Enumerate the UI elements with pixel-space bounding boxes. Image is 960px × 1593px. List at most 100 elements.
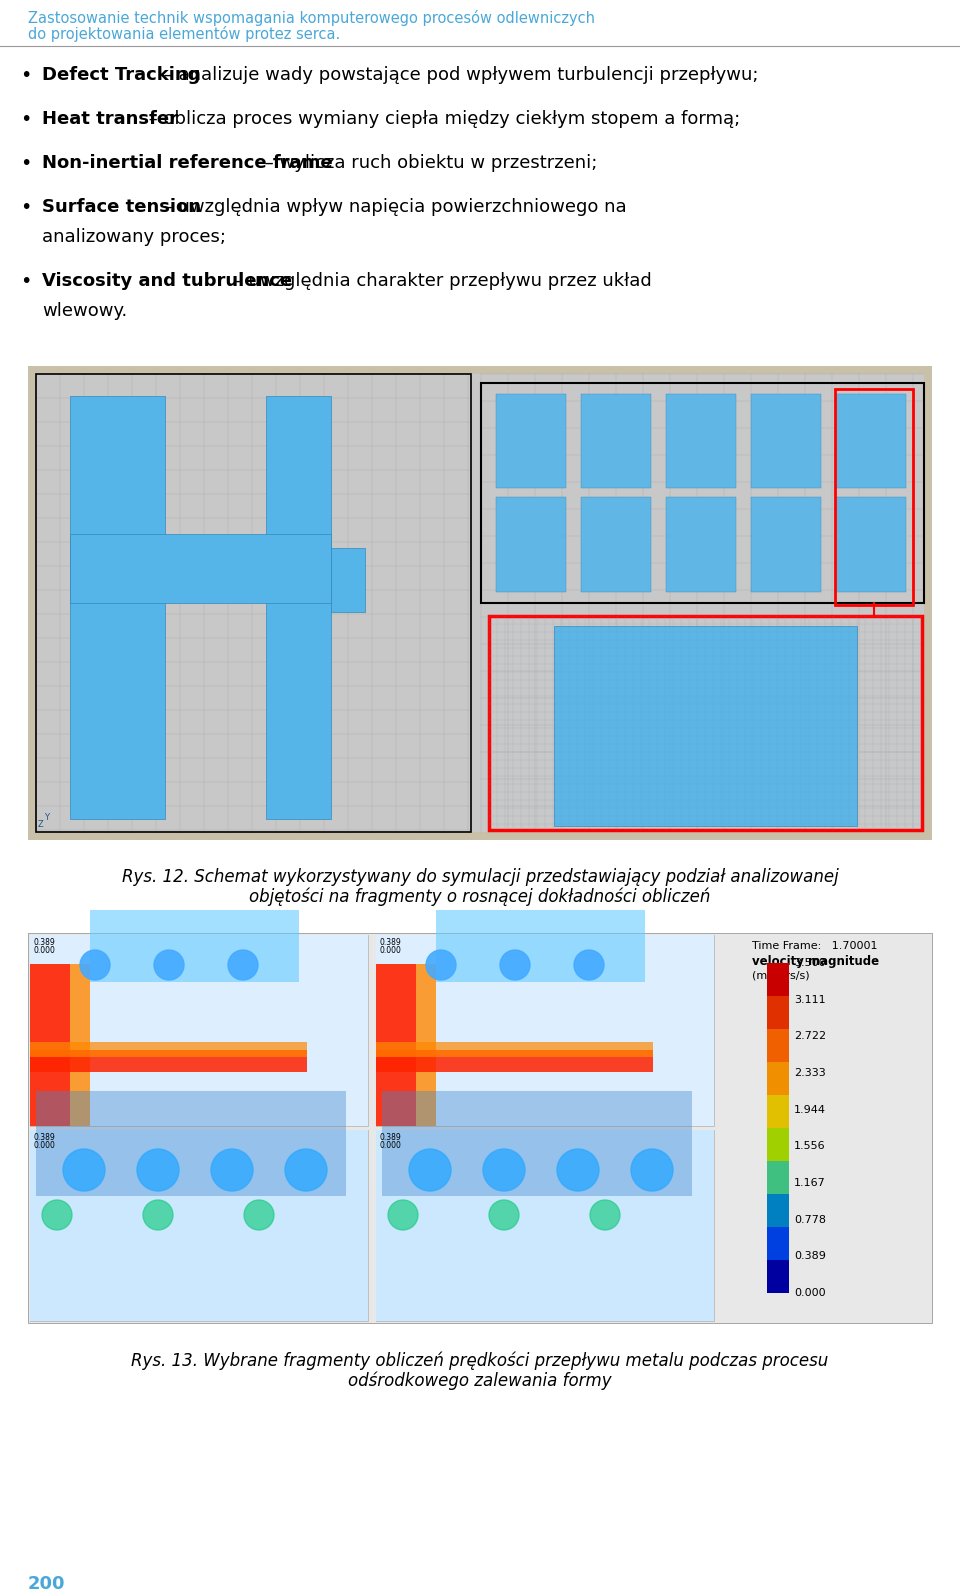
Bar [767, 1029, 789, 1063]
Bar [481, 374, 924, 832]
Bar [376, 1042, 653, 1058]
Bar [767, 1195, 789, 1227]
Bar [36, 1091, 346, 1196]
Bar [751, 393, 821, 487]
Bar [751, 497, 821, 593]
Text: •: • [20, 198, 32, 217]
Bar [30, 1129, 368, 1321]
Bar [767, 1227, 789, 1260]
Text: – uwzględnia wpływ napięcia powierzchniowego na: – uwzględnia wpływ napięcia powierzchnio… [158, 198, 627, 217]
Text: 0.389: 0.389 [794, 1252, 826, 1262]
Text: 1.167: 1.167 [794, 1177, 826, 1188]
Text: Zastosowanie technik wspomagania komputerowego procesów odlewniczych: Zastosowanie technik wspomagania kompute… [28, 10, 595, 25]
Bar [30, 935, 368, 1126]
Circle shape [244, 1200, 274, 1230]
Text: 0.000: 0.000 [794, 1289, 826, 1298]
Text: •: • [20, 272, 32, 292]
Circle shape [426, 949, 456, 980]
Bar [496, 393, 566, 487]
Bar [331, 548, 365, 612]
Text: – oblicza proces wymiany ciepła między ciekłym stopem a formą;: – oblicza proces wymiany ciepła między c… [142, 110, 740, 127]
Circle shape [143, 1200, 173, 1230]
Text: Time Frame:   1.70001: Time Frame: 1.70001 [752, 941, 877, 951]
Circle shape [500, 949, 530, 980]
Bar [489, 616, 922, 830]
Bar [376, 935, 714, 1126]
Bar [376, 964, 416, 1126]
Text: odśrodkowego zalewania formy: odśrodkowego zalewania formy [348, 1372, 612, 1391]
Bar [376, 1129, 714, 1321]
Text: 0.389: 0.389 [379, 938, 400, 946]
Bar [376, 1050, 653, 1072]
Text: Rys. 13. Wybrane fragmenty obliczeń prędkości przepływu metalu podczas procesu: Rys. 13. Wybrane fragmenty obliczeń pręd… [132, 1351, 828, 1370]
Text: wlewowy.: wlewowy. [42, 303, 128, 320]
Circle shape [211, 1149, 253, 1192]
Text: 1.556: 1.556 [794, 1141, 826, 1152]
Bar [666, 393, 736, 487]
Bar [70, 397, 165, 819]
Text: Rys. 12. Schemat wykorzystywany do symulacji przedstawiający podział analizowane: Rys. 12. Schemat wykorzystywany do symul… [122, 868, 838, 886]
Text: Y: Y [44, 812, 49, 822]
Bar [382, 1091, 692, 1196]
Bar [496, 497, 566, 593]
Bar [376, 1129, 714, 1321]
Text: analizowany proces;: analizowany proces; [42, 228, 226, 245]
Bar [30, 1129, 368, 1321]
Circle shape [489, 1200, 519, 1230]
Text: Heat transfer: Heat transfer [42, 110, 178, 127]
Text: – uwzględnia charakter przepływu przez układ: – uwzględnia charakter przepływu przez u… [228, 272, 652, 290]
Circle shape [80, 949, 110, 980]
Text: velocity magnitude: velocity magnitude [752, 954, 879, 969]
Bar [836, 497, 906, 593]
Bar [30, 1129, 368, 1321]
Text: 1.944: 1.944 [794, 1104, 826, 1115]
Bar [30, 1042, 307, 1058]
Text: 3.500: 3.500 [794, 957, 826, 969]
Text: 200: 200 [28, 1575, 65, 1593]
Bar [70, 534, 331, 604]
Bar [835, 389, 913, 605]
Text: 0.389: 0.389 [33, 1133, 55, 1142]
Bar [436, 910, 645, 981]
Text: – analizuje wady powstające pod wpływem turbulencji przepływu;: – analizuje wady powstające pod wpływem … [158, 65, 758, 84]
Circle shape [574, 949, 604, 980]
Text: 0.000: 0.000 [33, 1141, 55, 1150]
Bar [767, 996, 789, 1029]
Bar [376, 935, 714, 1126]
Circle shape [42, 1200, 72, 1230]
Text: •: • [20, 110, 32, 129]
Text: Non-inertial reference frame: Non-inertial reference frame [42, 155, 332, 172]
Bar [767, 1094, 789, 1128]
Bar [767, 1063, 789, 1094]
Bar [554, 626, 857, 827]
Circle shape [557, 1149, 599, 1192]
Circle shape [228, 949, 258, 980]
Bar [767, 1260, 789, 1294]
Bar [70, 964, 90, 1126]
Circle shape [590, 1200, 620, 1230]
Bar [90, 910, 299, 981]
Circle shape [154, 949, 184, 980]
Bar [30, 1050, 307, 1072]
Text: 3.111: 3.111 [794, 994, 826, 1005]
Bar [36, 374, 924, 832]
Bar [266, 397, 331, 819]
Text: Z: Z [38, 820, 44, 828]
Text: 0.389: 0.389 [379, 1133, 400, 1142]
Circle shape [63, 1149, 105, 1192]
Text: (meters/s): (meters/s) [752, 972, 809, 981]
Bar [581, 497, 651, 593]
Bar [666, 497, 736, 593]
Bar [28, 366, 932, 840]
Circle shape [631, 1149, 673, 1192]
Text: 0.389: 0.389 [33, 938, 55, 946]
Bar [376, 1129, 714, 1321]
Text: 0.000: 0.000 [33, 946, 55, 954]
Text: Surface tension: Surface tension [42, 198, 201, 217]
Bar [30, 964, 70, 1126]
Circle shape [409, 1149, 451, 1192]
Text: 2.333: 2.333 [794, 1067, 826, 1078]
Circle shape [483, 1149, 525, 1192]
Text: objętości na fragmenty o rosnącej dokładności obliczeń: objętości na fragmenty o rosnącej dokład… [250, 887, 710, 906]
Text: – wylicza ruch obiektu w przestrzeni;: – wylicza ruch obiektu w przestrzeni; [258, 155, 597, 172]
